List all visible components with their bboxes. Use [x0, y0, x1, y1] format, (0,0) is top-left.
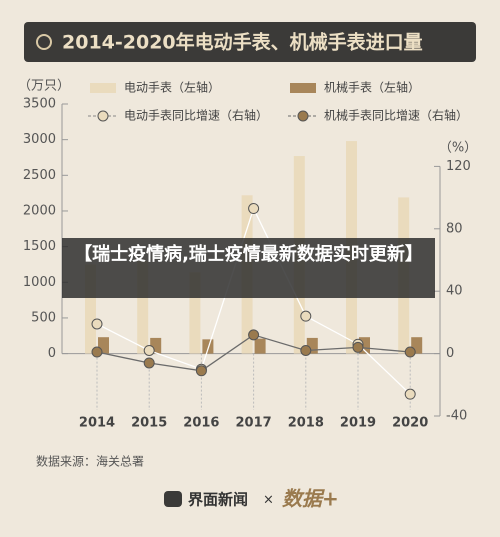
point [404, 388, 416, 400]
point [248, 203, 260, 215]
y-tick-label: 2500 [23, 168, 56, 183]
point [143, 357, 155, 369]
x-tick-label: 2018 [288, 416, 324, 431]
point [300, 310, 312, 322]
partner: 数据+ [282, 487, 339, 511]
x-tick-label: 2014 [79, 416, 115, 431]
legend-swatch [290, 83, 316, 93]
brand-icon [164, 491, 182, 507]
y2-tick-label: 0 [446, 346, 454, 361]
y-tick-label: 3500 [23, 97, 56, 112]
y2-tick-label: 120 [446, 159, 471, 174]
legend-dot [297, 110, 309, 122]
bar [150, 337, 162, 354]
bar [98, 337, 109, 354]
y-axis-label: （万只） [18, 79, 70, 94]
separator: × [263, 493, 274, 508]
bar [202, 339, 214, 354]
point [143, 344, 155, 356]
y-tick-label: 2000 [23, 203, 56, 218]
bar [254, 338, 266, 354]
x-tick-label: 2015 [131, 416, 167, 431]
x-tick-label: 2017 [236, 416, 272, 431]
point [91, 318, 103, 330]
y-tick-label: 1000 [23, 275, 56, 290]
bar [189, 272, 201, 354]
chart-title: 2014-2020年电动手表、机械手表进口量 [62, 31, 423, 54]
title-band [24, 22, 476, 62]
legend-label: 电动手表同比增速（右轴） [124, 108, 268, 123]
legend-label: 机械手表（左轴） [324, 80, 420, 95]
bar [411, 337, 423, 354]
legend-dot [97, 110, 109, 122]
point [195, 365, 207, 377]
source: 数据来源：海关总署 [36, 454, 144, 469]
legend-swatch [90, 83, 116, 93]
y2-tick-label: -40 [446, 409, 467, 424]
bar [306, 337, 318, 354]
x-tick-label: 2020 [392, 416, 428, 431]
x-tick-label: 2016 [183, 416, 219, 431]
y-tick-label: 3000 [23, 132, 56, 147]
bar [359, 337, 370, 354]
y-tick-label: 1500 [23, 239, 56, 254]
bar [85, 264, 96, 354]
y2-axis-label: （%） [439, 141, 477, 156]
point [248, 329, 260, 341]
bar [137, 260, 149, 354]
y2-tick-label: 40 [446, 284, 463, 299]
y-tick-label: 0 [48, 346, 56, 361]
y-tick-label: 500 [31, 310, 56, 325]
point [404, 346, 416, 358]
x-tick-label: 2019 [340, 416, 376, 431]
legend-label: 机械手表同比增速（右轴） [324, 108, 468, 123]
title-icon [36, 34, 52, 50]
legend-label: 电动手表（左轴） [124, 80, 220, 95]
y2-tick-label: 80 [446, 221, 463, 236]
point [300, 344, 312, 356]
brand: 界面新闻 [188, 491, 248, 509]
point [352, 341, 364, 353]
point [91, 346, 103, 358]
overlay-banner: 【瑞士疫情病,瑞士疫情最新数据实时更新】 [62, 238, 435, 298]
